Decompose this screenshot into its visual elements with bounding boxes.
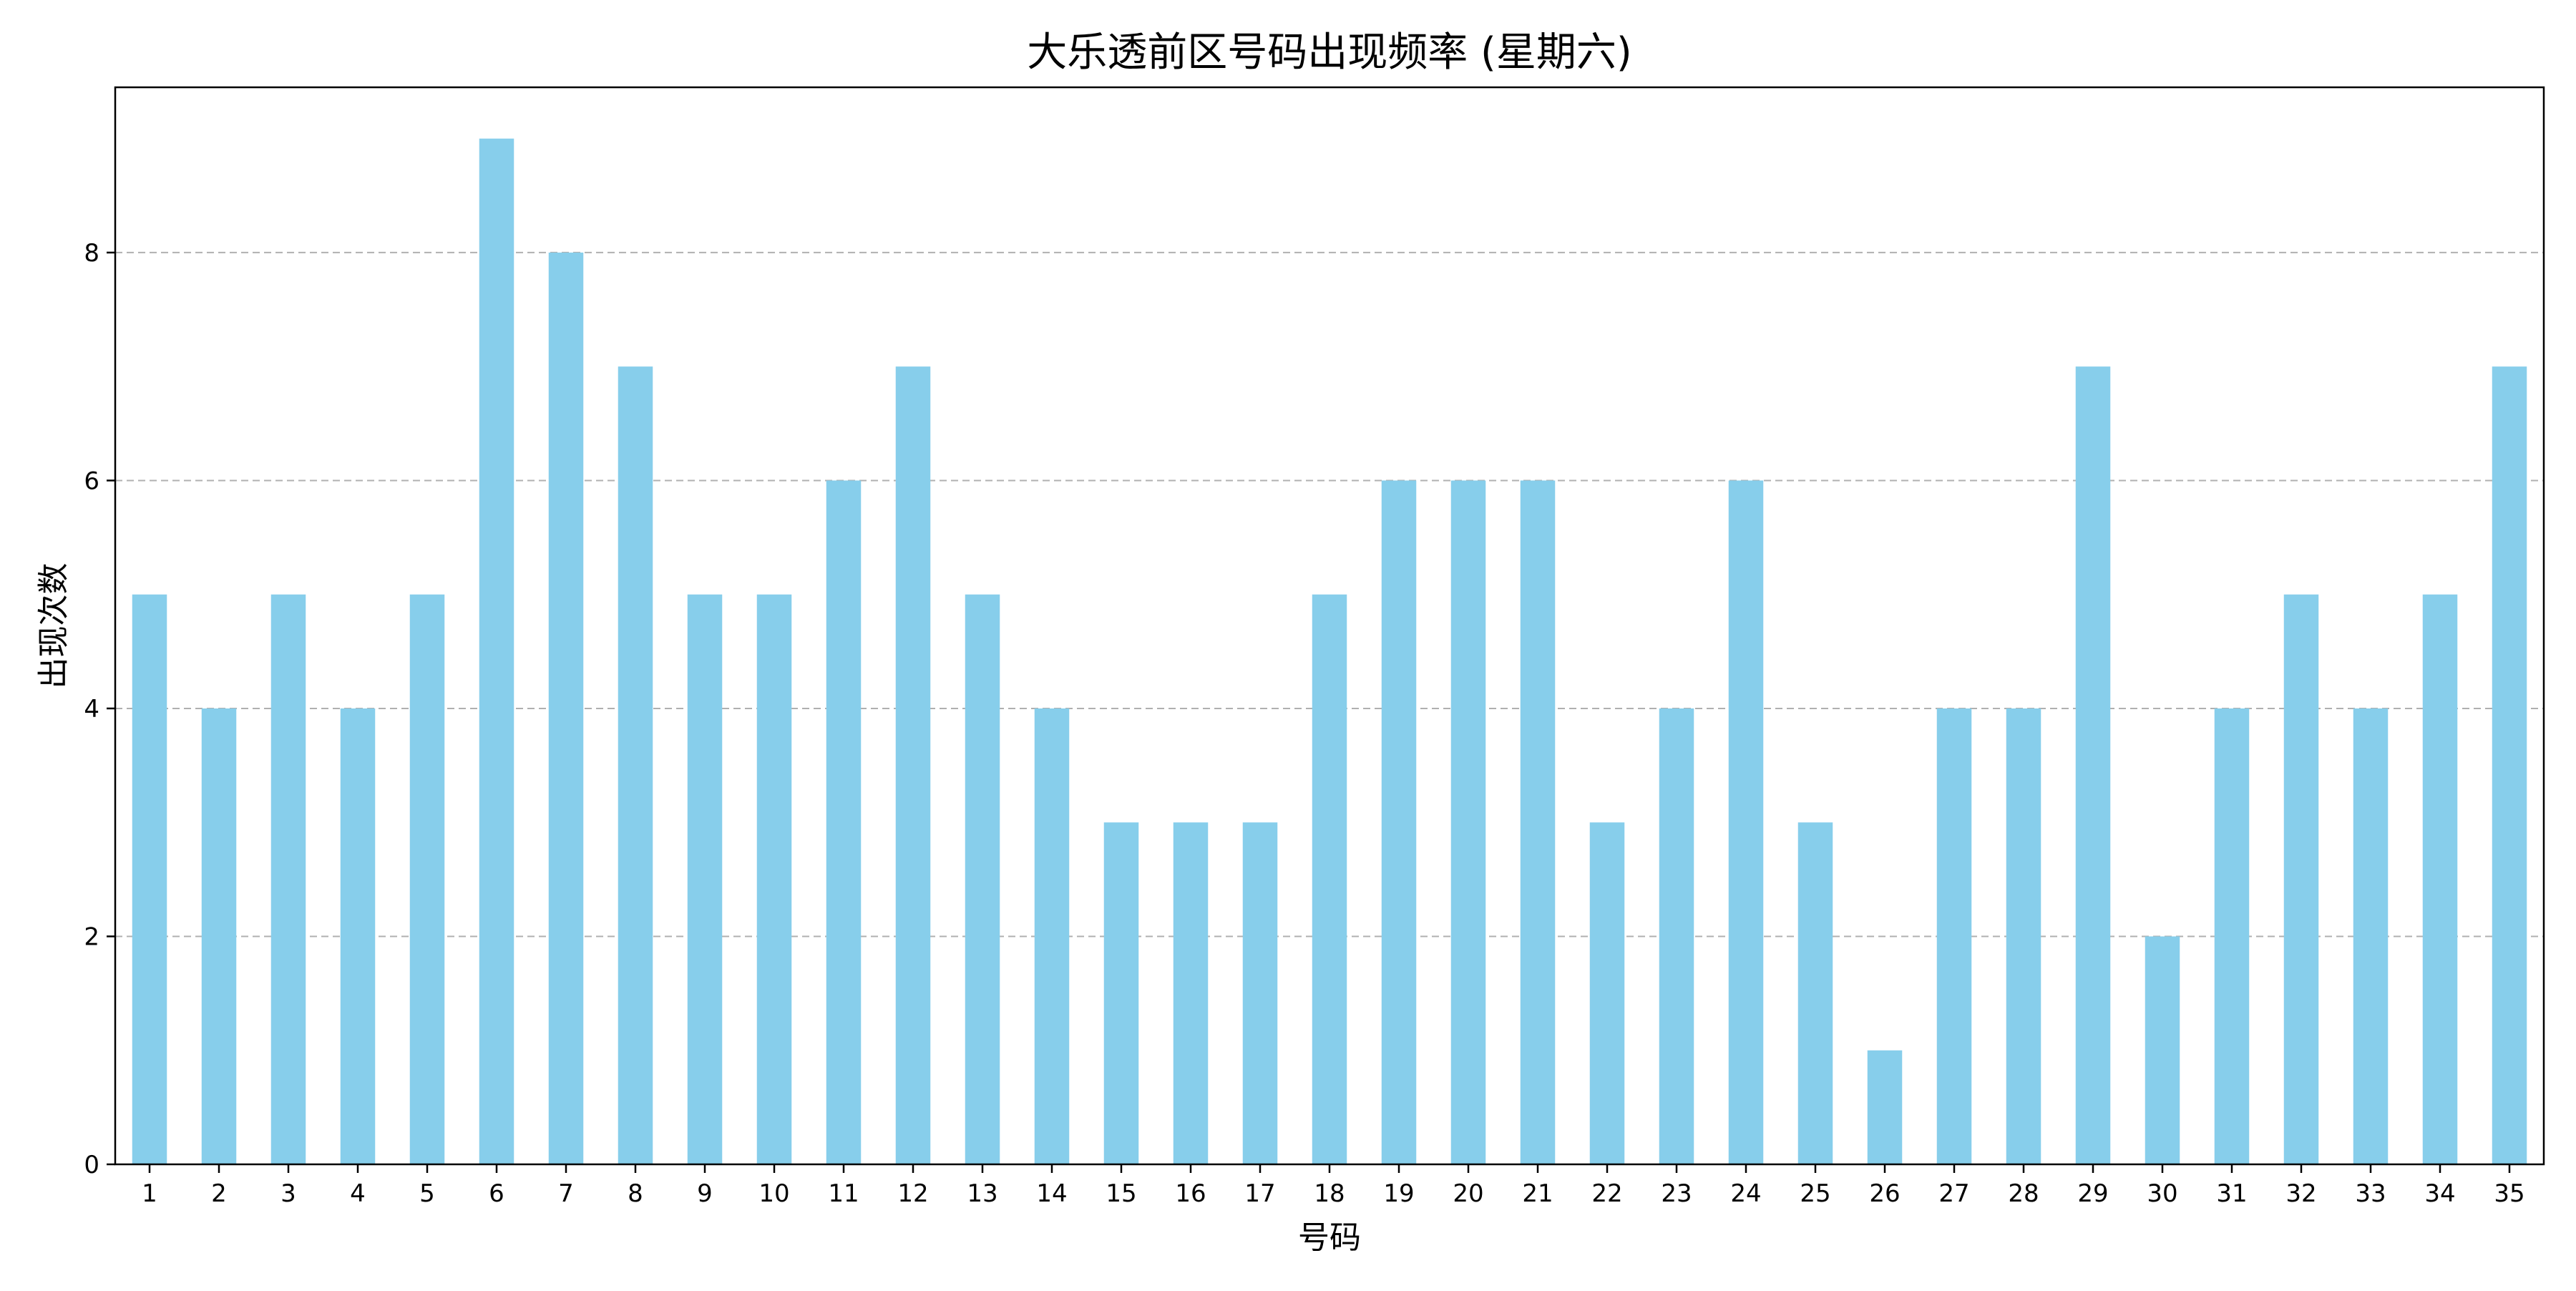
x-tick-label: 6: [489, 1179, 504, 1208]
x-axis-label: 号码: [1298, 1219, 1361, 1256]
bar-layer: [132, 138, 2527, 1165]
x-tick-label: 22: [1591, 1179, 1622, 1208]
x-tick-label: 26: [1869, 1179, 1900, 1208]
bar-28: [2006, 708, 2041, 1164]
x-tick-label: 29: [2077, 1179, 2108, 1208]
bar-14: [1034, 708, 1070, 1164]
x-tick-label: 34: [2424, 1179, 2455, 1208]
bar-9: [687, 594, 723, 1164]
x-tick-label: 32: [2285, 1179, 2316, 1208]
x-tick-label: 27: [1938, 1179, 1969, 1208]
x-tick-label: 28: [2008, 1179, 2039, 1208]
x-tick-label: 35: [2494, 1179, 2524, 1208]
x-tick-label: 24: [1730, 1179, 1761, 1208]
x-tick-label: 2: [211, 1179, 227, 1208]
bar-33: [2353, 708, 2389, 1164]
bar-2: [201, 708, 237, 1164]
bar-23: [1659, 708, 1694, 1164]
bar-10: [756, 594, 792, 1164]
bar-32: [2283, 594, 2319, 1164]
x-tick-label: 12: [897, 1179, 928, 1208]
y-tick-label: 4: [84, 695, 99, 724]
x-tick-label: 30: [2147, 1179, 2177, 1208]
bar-27: [1936, 708, 1972, 1164]
x-tick-label: 20: [1453, 1179, 1483, 1208]
x-tick-label: 7: [558, 1179, 574, 1208]
x-tick-label: 8: [628, 1179, 643, 1208]
bar-34: [2422, 594, 2458, 1164]
chart-title: 大乐透前区号码出现频率 (星期六): [1027, 29, 1632, 76]
bar-19: [1381, 480, 1417, 1164]
x-tick-label: 31: [2216, 1179, 2247, 1208]
bar-6: [479, 138, 514, 1165]
x-tick-label: 16: [1175, 1179, 1206, 1208]
bar-31: [2214, 708, 2250, 1164]
bar-25: [1797, 822, 1833, 1164]
bar-18: [1312, 594, 1347, 1164]
bar-21: [1520, 480, 1556, 1164]
x-tick-label: 21: [1522, 1179, 1553, 1208]
bar-3: [270, 594, 306, 1164]
y-tick-label: 0: [84, 1151, 99, 1179]
x-tick-label: 25: [1800, 1179, 1830, 1208]
bar-5: [409, 594, 445, 1164]
x-tick-label: 18: [1314, 1179, 1345, 1208]
bar-8: [618, 366, 653, 1164]
bar-11: [826, 480, 862, 1164]
bar-29: [2075, 366, 2111, 1164]
bar-13: [965, 594, 1000, 1164]
bar-1: [132, 594, 167, 1164]
bar-16: [1173, 822, 1209, 1164]
x-tick-label: 23: [1661, 1179, 1692, 1208]
x-tick-label: 5: [419, 1179, 435, 1208]
x-tick-label: 1: [142, 1179, 157, 1208]
bar-4: [340, 708, 376, 1164]
y-tick-label: 8: [84, 239, 99, 268]
x-tick-label: 19: [1383, 1179, 1414, 1208]
bar-22: [1589, 822, 1625, 1164]
x-tick-label: 17: [1244, 1179, 1275, 1208]
bar-20: [1450, 480, 1486, 1164]
x-tick-label: 9: [697, 1179, 713, 1208]
x-tick-label: 33: [2355, 1179, 2386, 1208]
x-tick-label: 3: [280, 1179, 296, 1208]
y-tick-label: 6: [84, 467, 99, 495]
bar-17: [1242, 822, 1278, 1164]
x-tick-label: 15: [1106, 1179, 1136, 1208]
x-tick-label: 13: [967, 1179, 997, 1208]
y-axis-label: 出现次数: [35, 563, 72, 689]
x-tick-label: 4: [350, 1179, 366, 1208]
bar-35: [2492, 366, 2527, 1164]
x-tick-label: 10: [758, 1179, 789, 1208]
bar-12: [895, 366, 931, 1164]
bar-7: [548, 252, 584, 1165]
bar-15: [1103, 822, 1139, 1164]
bar-26: [1867, 1050, 1903, 1164]
bar-30: [2145, 936, 2180, 1164]
x-tick-label: 14: [1036, 1179, 1067, 1208]
y-tick-label: 2: [84, 922, 99, 951]
x-tick-label: 11: [828, 1179, 859, 1208]
bar-24: [1728, 480, 1764, 1164]
